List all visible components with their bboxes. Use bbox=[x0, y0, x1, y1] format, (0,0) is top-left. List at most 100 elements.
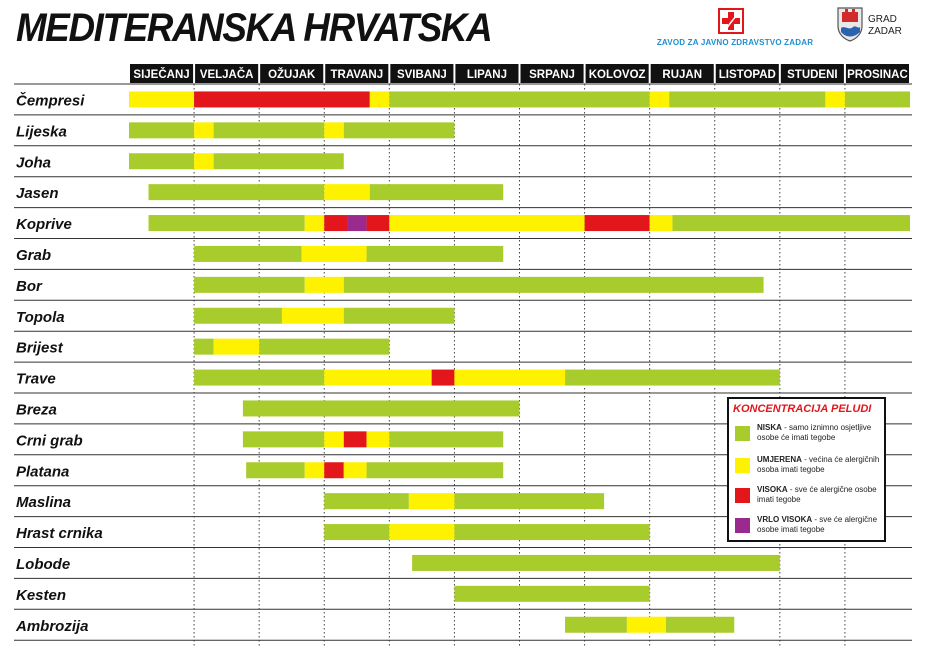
pollen-bar-segment bbox=[324, 184, 370, 201]
pollen-bar-segment bbox=[194, 276, 305, 293]
month-label: RUJAN bbox=[662, 69, 702, 81]
legend-text-vrlo-visoka: - sve će alergične osobe imati tegobe bbox=[757, 515, 878, 534]
month-header-cell bbox=[130, 64, 194, 83]
plant-label: Hrast crnika bbox=[16, 525, 103, 542]
month-label: PROSINAC bbox=[847, 69, 908, 81]
legend-label-niska: NISKA bbox=[757, 423, 782, 432]
month-label: KOLOVOZ bbox=[589, 69, 646, 81]
plant-label: Breza bbox=[16, 401, 57, 418]
pollen-bar-segment bbox=[194, 338, 214, 355]
pollen-bar-segment bbox=[259, 338, 390, 355]
legend-label-umjerena: UMJERENA bbox=[757, 455, 802, 464]
pollen-bar-segment bbox=[129, 153, 195, 170]
pollen-bar-segment bbox=[324, 462, 344, 479]
pollen-bar-segment bbox=[242, 400, 520, 417]
pollen-bar-segment bbox=[246, 462, 305, 479]
legend-label-visoka: VISOKA bbox=[757, 485, 788, 494]
month-label: SVIBANJ bbox=[397, 69, 447, 81]
pollen-bar-segment bbox=[844, 91, 910, 108]
month-header-cell bbox=[585, 64, 649, 83]
month-label: LIPANJ bbox=[467, 69, 507, 81]
pollen-bar-segment bbox=[649, 91, 670, 108]
plant-label: Joha bbox=[16, 154, 51, 171]
grad-zadar-logo: GRAD ZADAR bbox=[836, 6, 936, 50]
pollen-bar-segment bbox=[194, 245, 302, 262]
pollen-bar-segment bbox=[148, 215, 305, 232]
plant-label: Topola bbox=[16, 309, 65, 326]
month-header-cell bbox=[325, 64, 389, 83]
pollen-bar-segment bbox=[565, 616, 627, 633]
month-header-cell bbox=[455, 64, 519, 83]
plant-label: Jasen bbox=[16, 185, 59, 202]
pollen-bar-segment bbox=[343, 431, 367, 448]
pollen-bar-segment bbox=[454, 524, 650, 541]
plant-label: Koprive bbox=[16, 216, 72, 233]
pollen-bar-segment bbox=[389, 431, 504, 448]
pollen-bar-segment bbox=[565, 369, 780, 386]
plant-label: Bor bbox=[16, 278, 43, 295]
pollen-bar-segment bbox=[213, 153, 344, 170]
legend-swatch-vrlo-visoka bbox=[735, 518, 750, 533]
month-header-cell bbox=[390, 64, 454, 83]
pollen-bar-segment bbox=[347, 215, 367, 232]
month-header-cell bbox=[260, 64, 324, 83]
month-header-cell bbox=[780, 64, 844, 83]
red-cross-logo-icon bbox=[718, 8, 744, 34]
grad-logo-line2: ZADAR bbox=[868, 26, 902, 37]
pollen-bar-segment bbox=[324, 122, 344, 139]
legend-swatch-umjerena bbox=[735, 458, 750, 473]
pollen-bar-segment bbox=[454, 369, 566, 386]
month-header-cell bbox=[715, 64, 779, 83]
plant-label: Čempresi bbox=[16, 91, 85, 109]
pollen-bar-segment bbox=[454, 585, 650, 602]
month-header-cell bbox=[650, 64, 714, 83]
pollen-bar-segment bbox=[281, 307, 344, 324]
plant-label: Lobode bbox=[16, 556, 70, 573]
pollen-bar-segment bbox=[304, 215, 325, 232]
month-header-cell bbox=[195, 64, 259, 83]
pollen-bar-segment bbox=[825, 91, 845, 108]
pollen-bar-segment bbox=[343, 122, 455, 139]
pollen-bar-segment bbox=[324, 215, 348, 232]
pollen-bar-segment bbox=[324, 369, 432, 386]
pollen-bar-segment bbox=[366, 215, 390, 232]
plant-label: Lijeska bbox=[16, 123, 67, 140]
pollen-bar-segment bbox=[366, 431, 390, 448]
legend-label-vrlo-visoka: VRLO VISOKA bbox=[757, 515, 813, 524]
month-header-cell bbox=[520, 64, 584, 83]
pollen-bar-segment bbox=[194, 369, 325, 386]
pollen-bar-segment bbox=[389, 215, 585, 232]
pollen-bar-segment bbox=[669, 91, 826, 108]
month-label: SRPANJ bbox=[529, 69, 575, 81]
plant-label: Grab bbox=[16, 247, 51, 264]
pollen-bar-segment bbox=[408, 493, 455, 510]
legend-text-niska: - samo iznimno osjetljive osobe će imati… bbox=[757, 423, 872, 442]
pollen-bar-segment bbox=[369, 91, 390, 108]
grad-logo-line1: GRAD bbox=[868, 14, 897, 25]
month-header-cell bbox=[845, 64, 909, 83]
zadar-crest-icon bbox=[837, 7, 863, 42]
pollen-bar-segment bbox=[366, 245, 504, 262]
pollen-bar-segment bbox=[366, 462, 504, 479]
pollen-bar-segment bbox=[584, 215, 650, 232]
pollen-bar-segment bbox=[148, 184, 325, 201]
pollen-bar-segment bbox=[649, 215, 673, 232]
plant-label: Brijest bbox=[16, 340, 64, 357]
legend-title: KONCENTRACIJA PELUDI bbox=[733, 403, 872, 415]
plant-label: Platana bbox=[16, 463, 69, 480]
month-label: LISTOPAD bbox=[719, 69, 776, 81]
plant-label: Crni grab bbox=[16, 432, 83, 449]
pollen-bar-segment bbox=[213, 122, 325, 139]
pollen-bar-segment bbox=[304, 276, 344, 293]
pollen-bar-segment bbox=[324, 431, 344, 448]
pollen-bar-segment bbox=[304, 462, 325, 479]
pollen-bar-segment bbox=[324, 524, 390, 541]
month-label: SIJEČANJ bbox=[133, 68, 189, 81]
pollen-bar-segment bbox=[369, 184, 504, 201]
pollen-bar-segment bbox=[343, 462, 367, 479]
pollen-bar-segment bbox=[431, 369, 455, 386]
pollen-bar-segment bbox=[672, 215, 910, 232]
pollen-bar-segment bbox=[665, 616, 735, 633]
plant-label: Ambrozija bbox=[15, 618, 89, 635]
